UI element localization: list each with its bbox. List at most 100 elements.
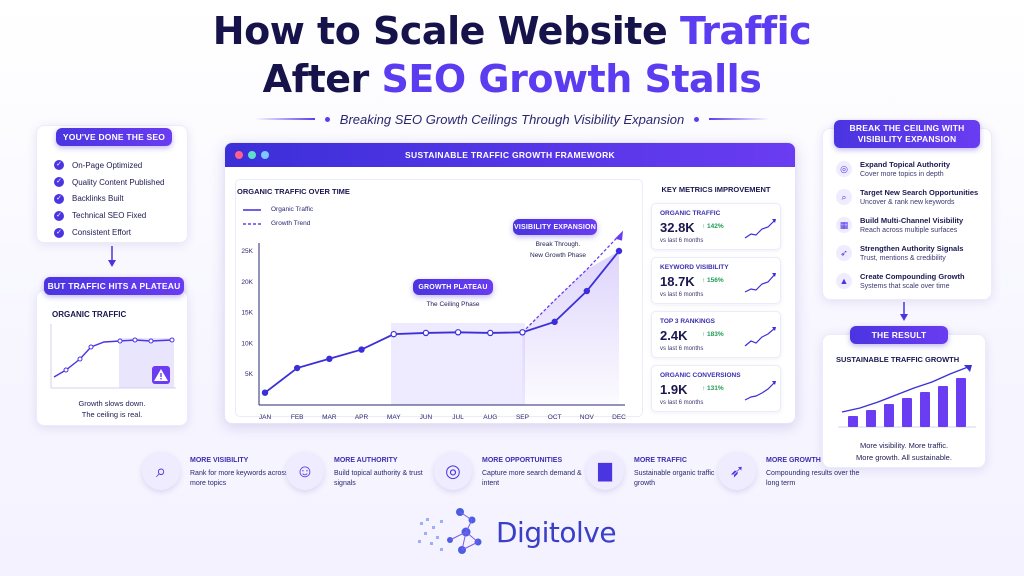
plateau-point bbox=[132, 337, 138, 343]
result-bar bbox=[920, 392, 930, 427]
plateau-region bbox=[391, 323, 525, 405]
down-arrow-icon bbox=[108, 246, 116, 267]
window-dot-teal bbox=[248, 151, 256, 159]
metric-label: ORGANIC CONVERSIONS bbox=[660, 372, 741, 379]
title-line1-accent: Traffic bbox=[679, 9, 812, 53]
metric-value: 2.4K bbox=[660, 328, 688, 343]
sparkline-icon bbox=[744, 273, 776, 293]
checklist-item-label: Backlinks Built bbox=[72, 194, 124, 204]
strategy-item: ⌕ Target New Search Opportunities Uncove… bbox=[836, 188, 996, 216]
checklist-item: ✓ Consistent Effort bbox=[54, 224, 204, 241]
traffic-chart-title: ORGANIC TRAFFIC OVER TIME bbox=[237, 187, 350, 196]
benefit-title: MORE AUTHORITY bbox=[334, 457, 398, 464]
result-chart-title: SUSTAINABLE TRAFFIC GROWTH bbox=[836, 355, 960, 364]
plateau-point bbox=[77, 356, 83, 362]
metric-card-keyword-visibility: KEYWORD VISIBILITY 18.7K ↑ 156% vs last … bbox=[651, 257, 781, 304]
subtitle-row: Breaking SEO Growth Ceilings Through Vis… bbox=[0, 109, 1024, 129]
break-ceiling-header: BREAK THE CEILING WITH VISIBILITY EXPANS… bbox=[834, 120, 980, 148]
brand-name: Digitolve bbox=[496, 516, 617, 549]
plateau-header: BUT TRAFFIC HITS A PLATEAU bbox=[44, 277, 184, 295]
metric-value: 18.7K bbox=[660, 274, 695, 289]
legend-organic-label: Organic Traffic bbox=[271, 206, 314, 213]
result-trend-arrow bbox=[964, 365, 972, 372]
x-tick-label: JUL bbox=[452, 414, 464, 421]
plateau-point bbox=[88, 344, 94, 350]
organic-traffic-point bbox=[261, 389, 269, 396]
break-ceiling-header-line1: BREAK THE CEILING WITH bbox=[849, 123, 965, 133]
organic-traffic-point bbox=[358, 346, 365, 353]
organic-traffic-point bbox=[615, 247, 623, 255]
strategy-title: Build Multi-Channel Visibility bbox=[860, 216, 964, 225]
benefit-desc: Rank for more keywords across more topic… bbox=[190, 470, 289, 487]
x-tick-label: FEB bbox=[291, 414, 304, 421]
subtitle-divider-left bbox=[254, 118, 315, 120]
bullseye-icon: ◎ bbox=[434, 452, 472, 490]
metrics-title: KEY METRICS IMPROVEMENT bbox=[661, 185, 771, 194]
organic-traffic-point bbox=[390, 330, 397, 338]
x-tick-label: JUN bbox=[420, 414, 433, 421]
benefit-item: ➶ MORE GROWTH Compounding results over t… bbox=[718, 450, 868, 494]
framework-panel: SUSTAINABLE TRAFFIC GROWTH FRAMEWORK ORG… bbox=[224, 142, 796, 424]
subtitle-divider-right bbox=[709, 118, 770, 120]
strategy-title: Expand Topical Authority bbox=[860, 160, 951, 169]
strategy-desc: Systems that scale over time bbox=[860, 283, 950, 290]
checklist-item-label: Technical SEO Fixed bbox=[72, 211, 147, 221]
digitolve-logo-icon bbox=[418, 508, 482, 554]
metric-label: KEYWORD VISIBILITY bbox=[660, 264, 729, 271]
y-tick-label: 5K bbox=[245, 371, 254, 378]
strategy-item: ➶ Strengthen Authority Signals Trust, me… bbox=[836, 244, 996, 272]
growth-plateau-label: GROWTH PLATEAU bbox=[413, 279, 493, 295]
magnifier-icon: ⌕ bbox=[142, 452, 180, 490]
benefit-desc: Sustainable organic traffic growth bbox=[634, 470, 715, 487]
result-trend-line bbox=[841, 366, 969, 413]
x-tick-label: MAR bbox=[322, 414, 337, 421]
subtitle-dot-right bbox=[694, 116, 700, 122]
plateau-chart-title: ORGANIC TRAFFIC bbox=[52, 310, 127, 319]
checklist-item-label: Quality Content Published bbox=[72, 177, 165, 187]
page-title: How to Scale Website Traffic bbox=[0, 8, 1024, 54]
x-tick-label: NOV bbox=[580, 414, 595, 421]
result-bar bbox=[866, 410, 876, 427]
strategy-title: Target New Search Opportunities bbox=[860, 188, 979, 197]
page-title-line2: After SEO Growth Stalls bbox=[0, 56, 1024, 102]
subtitle-dot-left bbox=[324, 116, 330, 122]
growth-plateau-sub: The Ceiling Phase bbox=[426, 301, 480, 308]
expansion-sub-line1: Break Through. bbox=[535, 241, 581, 248]
organic-traffic-line bbox=[264, 250, 620, 394]
rocket-icon: ➶ bbox=[836, 245, 852, 261]
result-header: THE RESULT bbox=[850, 326, 948, 344]
bar-chart-icon: ▇ bbox=[586, 452, 624, 490]
title-line2-accent: SEO Growth Stalls bbox=[381, 57, 762, 101]
y-tick-label: 10K bbox=[241, 340, 253, 347]
plateau-caption: Growth slows down. The ceiling is real. bbox=[36, 398, 188, 420]
metric-note: vs last 6 months bbox=[660, 292, 704, 298]
benefit-item: ☺ MORE AUTHORITY Build topical authority… bbox=[286, 450, 436, 494]
organic-traffic-point bbox=[583, 287, 591, 295]
result-bar bbox=[848, 416, 858, 427]
result-caption: More visibility. More traffic. More grow… bbox=[822, 440, 986, 464]
x-tick-label: APR bbox=[355, 414, 369, 421]
triangle-icon: ▲ bbox=[836, 273, 852, 289]
x-tick-label: JAN bbox=[259, 414, 272, 421]
benefit-desc: Compounding results over the long term bbox=[766, 470, 860, 487]
strategy-title: Create Compounding Growth bbox=[860, 272, 965, 281]
strategy-item: ▲ Create Compounding Growth Systems that… bbox=[836, 272, 996, 300]
traffic-chart-box bbox=[235, 179, 643, 417]
rocket-icon: ➶ bbox=[718, 452, 756, 490]
metric-change: ↑ 156% bbox=[702, 277, 724, 284]
metric-note: vs last 6 months bbox=[660, 400, 704, 406]
plateau-point bbox=[148, 338, 154, 344]
metric-value: 32.8K bbox=[660, 220, 695, 235]
metric-label: ORGANIC TRAFFIC bbox=[660, 210, 721, 217]
organic-traffic-point bbox=[487, 329, 494, 337]
down-arrow-icon bbox=[900, 302, 908, 321]
visibility-expansion-sub: Break Through. New Growth Phase bbox=[513, 239, 603, 261]
search-icon: ⌕ bbox=[836, 189, 852, 205]
window-dot-blue bbox=[261, 151, 269, 159]
checklist-item: ✓ Technical SEO Fixed bbox=[54, 207, 204, 224]
x-tick-label: OCT bbox=[548, 414, 562, 421]
metric-card-top3-rankings: TOP 3 RANKINGS 2.4K ↑ 183% vs last 6 mon… bbox=[651, 311, 781, 358]
growth-area bbox=[522, 251, 619, 405]
x-tick-label: DEC bbox=[612, 414, 626, 421]
plateau-point bbox=[63, 367, 69, 373]
